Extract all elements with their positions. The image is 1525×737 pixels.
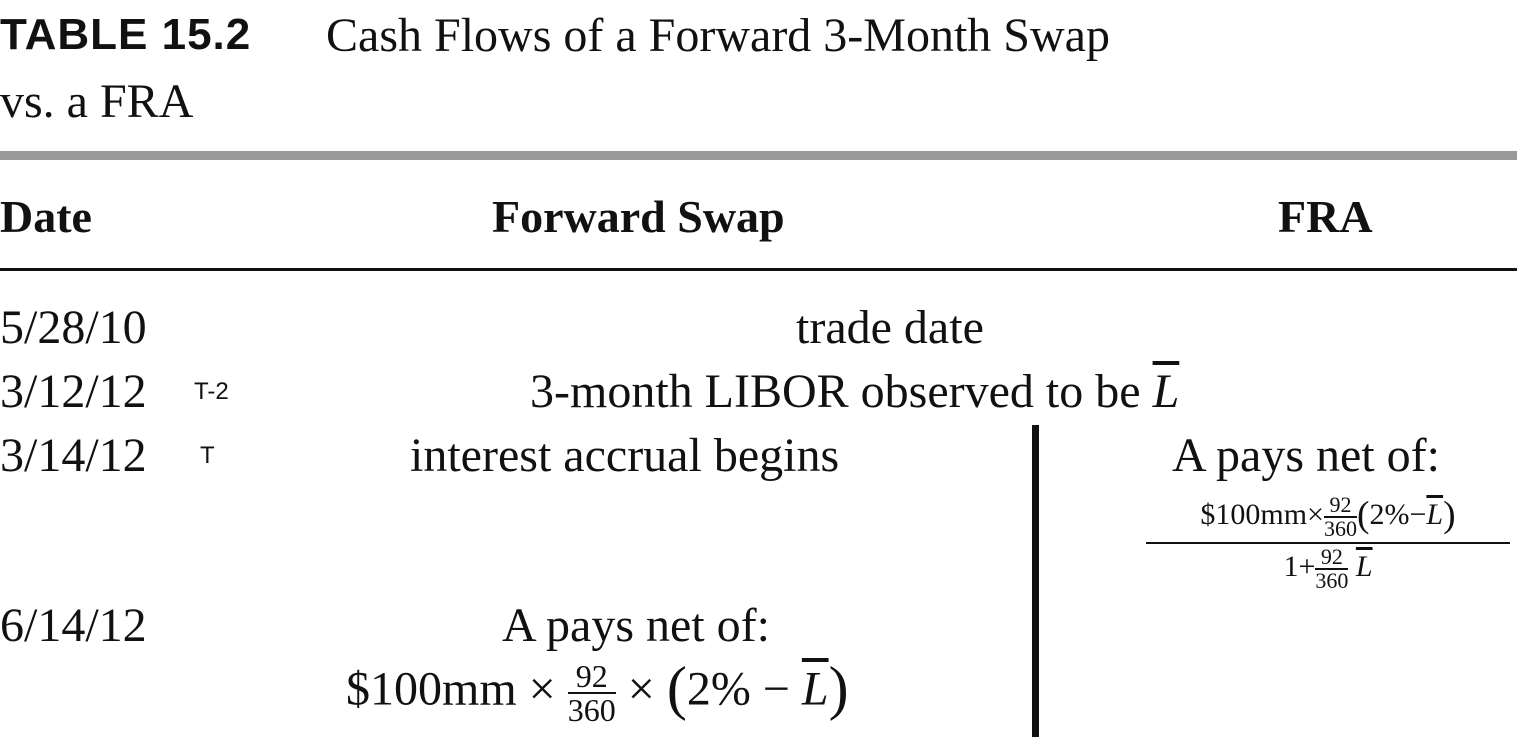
swap-times: × (627, 662, 655, 716)
fra-formula-denominator: 1+ 92 360 L (1146, 544, 1510, 592)
fra-amount: $100mm× (1200, 498, 1324, 531)
fra-rate: 2%− (1369, 498, 1427, 531)
swap-rate: 2% − (686, 662, 790, 716)
row-date-3: 3/14/12 (0, 429, 147, 482)
header-fra: FRA (1278, 191, 1373, 242)
swap-fraction: 92 360 (567, 660, 616, 729)
fra-paren-close: ) (1443, 494, 1456, 536)
row-date-1: 5/28/10 (0, 301, 147, 354)
fra-paren-open: ( (1356, 494, 1370, 536)
row-shared-text-2: 3-month LIBOR observed to be L (530, 364, 1179, 419)
fra-formula-numerator: $100mm× 92 360 (2%−L) (1146, 492, 1510, 545)
row-shared-text-1: trade date (796, 301, 984, 354)
swap-paren-close: ) (828, 655, 849, 721)
fra-formula: $100mm× 92 360 (2%−L) 1+ 92 360 L (1146, 492, 1510, 592)
row-tag-2: T-2 (194, 378, 229, 405)
fra-den-libor-symbol: L (1355, 550, 1373, 584)
row-date-2: 3/12/12 (0, 365, 147, 418)
libor-symbol: L (1152, 365, 1180, 418)
fra-frac-num: 92 (1323, 494, 1357, 519)
row-tag-3: T (200, 442, 215, 469)
fra-denominator-prefix: 1+ (1283, 550, 1316, 584)
fra-libor-symbol: L (1426, 498, 1444, 531)
swap-frac-num: 92 (567, 660, 616, 695)
row-date-4: 6/14/12 (0, 599, 147, 652)
swap-amount: $100mm × (346, 662, 556, 716)
swap-formula: $100mm × 92 360 × (2% − L) (346, 654, 849, 726)
libor-observed-text: 3-month LIBOR observed to be (530, 365, 1141, 418)
row-swap-text-4: A pays net of: (502, 599, 770, 652)
top-rule (0, 151, 1517, 160)
fra-fraction: 92 360 (1323, 494, 1357, 542)
table-label: TABLE 15.2 (0, 10, 252, 59)
fra-denominator-fraction: 92 360 (1315, 546, 1349, 594)
table-title-line2: vs. a FRA (0, 75, 194, 128)
table-title-line1: Cash Flows of a Forward 3-Month Swap (326, 9, 1110, 62)
fra-den-frac-den: 360 (1315, 568, 1349, 594)
row-swap-text-3: interest accrual begins (410, 429, 840, 482)
fra-frac-den: 360 (1323, 516, 1357, 542)
swap-frac-den: 360 (567, 692, 616, 729)
header-rule (0, 268, 1517, 271)
fra-den-frac-num: 92 (1315, 546, 1349, 571)
row-fra-text-3: A pays net of: (1172, 429, 1440, 482)
swap-paren-open: ( (666, 655, 687, 721)
column-divider (1032, 425, 1039, 737)
swap-libor-symbol: L (801, 662, 829, 716)
header-date: Date (0, 191, 92, 242)
header-forward-swap: Forward Swap (492, 191, 785, 242)
